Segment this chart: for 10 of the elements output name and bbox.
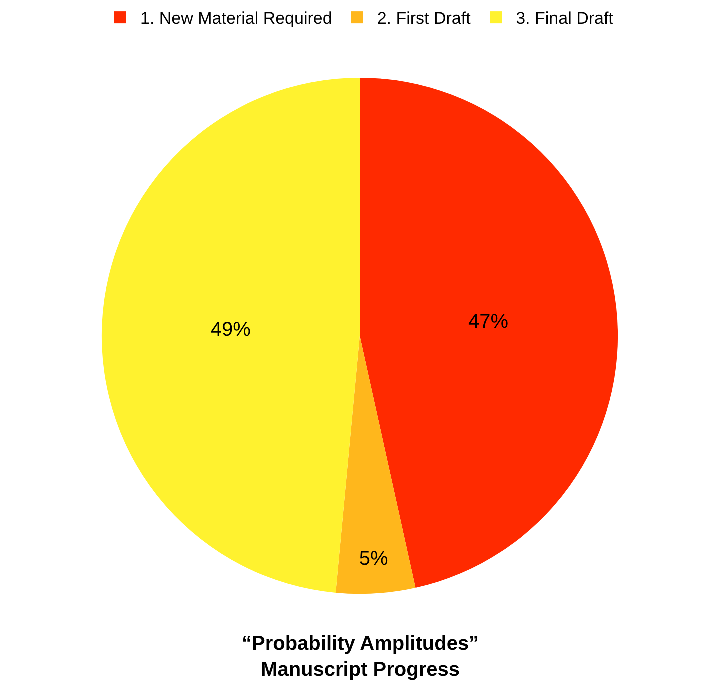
pie-slice bbox=[360, 78, 618, 588]
legend-label: 3. Final Draft bbox=[516, 9, 614, 28]
pie-slice bbox=[102, 78, 360, 593]
text: “Probability Amplitudes” Manuscript Progress bbox=[242, 633, 480, 681]
legend-label: 1. New Material Required bbox=[140, 9, 332, 28]
pie-slice bbox=[336, 336, 416, 594]
data-label: 5% bbox=[359, 548, 388, 570]
data-label: 49% bbox=[210, 319, 252, 342]
legend-label: 2. First Draft bbox=[377, 9, 472, 28]
data-label: 47% bbox=[468, 310, 509, 333]
